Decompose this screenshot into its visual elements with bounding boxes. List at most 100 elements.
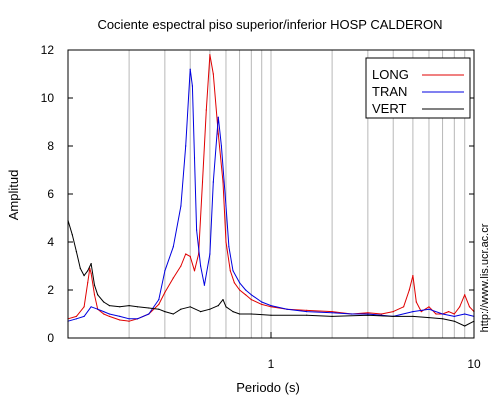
data-point-vert (119, 306, 121, 308)
data-point-tran (441, 313, 444, 315)
data-point-long (193, 270, 196, 272)
data-point-long (453, 313, 455, 315)
y-tick-label: 8 (47, 139, 54, 153)
legend-label: LONG (372, 67, 409, 82)
data-point-vert (222, 299, 224, 301)
data-point-tran (250, 294, 252, 296)
data-point-long (90, 272, 92, 274)
data-point-tran (220, 145, 223, 147)
data-point-long (250, 299, 252, 301)
data-point-vert (79, 267, 81, 269)
data-point-vert (83, 275, 85, 277)
data-point-long (222, 181, 224, 183)
data-point-tran (164, 270, 166, 272)
data-point-long (205, 109, 207, 111)
data-point-tran (331, 312, 333, 314)
data-point-long (158, 303, 160, 305)
data-point-tran (225, 205, 227, 207)
data-point-tran (148, 313, 150, 315)
data-point-vert (232, 311, 234, 313)
data-point-long (189, 255, 191, 257)
data-point-long (103, 313, 105, 315)
data-point-vert (250, 313, 252, 315)
data-point-vert (97, 294, 99, 296)
y-tick-label: 10 (41, 91, 55, 105)
data-point-vert (367, 314, 369, 316)
data-point-tran (180, 205, 182, 207)
data-point-tran (136, 318, 139, 320)
data-point-tran (203, 284, 206, 286)
data-point-long (270, 306, 272, 308)
data-point-long (468, 306, 471, 308)
y-axis-ticks: 0 2 4 6 8 10 12 (41, 43, 474, 345)
x-tick-label: 1 (268, 357, 275, 371)
data-point-long (180, 265, 182, 267)
data-series (67, 54, 475, 327)
data-point-vert (87, 270, 89, 272)
data-point-vert (136, 306, 139, 308)
data-point-tran (351, 313, 353, 315)
data-point-long (83, 306, 85, 308)
data-point-long (261, 303, 263, 305)
data-point-vert (441, 318, 444, 320)
legend-box (365, 57, 471, 119)
data-point-tran (103, 311, 105, 313)
data-point-long (392, 311, 394, 313)
data-point-vert (225, 306, 227, 308)
data-point-vert (200, 311, 202, 313)
data-point-long (448, 311, 450, 313)
data-point-vert (172, 313, 174, 315)
data-point-tran (119, 315, 121, 317)
data-point-tran (75, 318, 78, 320)
data-point-vert (148, 307, 150, 309)
y-axis-label: Amplitud (6, 170, 21, 221)
data-point-long (238, 289, 241, 291)
data-point-long (403, 306, 405, 308)
data-point-vert (71, 234, 73, 236)
legend-label: VERT (372, 101, 406, 116)
data-point-long (212, 73, 214, 75)
data-point-long (306, 309, 308, 311)
data-point-tran (108, 313, 111, 315)
data-point-long (128, 320, 130, 322)
data-point-long (380, 313, 383, 315)
data-point-long (172, 277, 174, 279)
data-point-tran (245, 289, 247, 291)
data-point-long (428, 306, 430, 308)
data-point-long (233, 282, 235, 284)
data-point-tran (189, 68, 191, 70)
data-point-tran (185, 145, 187, 147)
y-tick-label: 12 (41, 43, 55, 57)
data-point-long (119, 319, 121, 321)
data-point-vert (453, 320, 455, 322)
data-point-long (201, 181, 204, 183)
data-point-tran (217, 116, 219, 118)
data-point-tran (193, 157, 196, 159)
data-point-tran (270, 305, 272, 307)
data-point-tran (97, 308, 99, 310)
data-point-long (408, 289, 410, 291)
data-point-long (87, 282, 89, 284)
data-point-vert (108, 305, 111, 307)
data-point-vert (217, 305, 219, 307)
data-point-vert (464, 325, 466, 327)
data-point-vert (412, 315, 414, 317)
data-point-long (108, 315, 111, 317)
data-point-vert (103, 301, 105, 303)
data-point-vert (392, 315, 394, 317)
y-tick-label: 0 (47, 331, 54, 345)
source-watermark: http://www.lis.ucr.ac.cr (479, 223, 491, 332)
data-point-vert (306, 314, 308, 316)
data-point-vert (158, 308, 160, 310)
data-point-long (331, 311, 333, 313)
data-point-tran (286, 308, 288, 310)
data-point-tran (464, 313, 466, 315)
data-point-vert (128, 305, 130, 307)
data-point-tran (261, 301, 263, 303)
data-point-vert (270, 314, 272, 316)
data-point-long (415, 301, 417, 303)
data-point-long (367, 312, 369, 314)
data-point-long (185, 253, 187, 255)
data-point-tran (453, 315, 455, 317)
legend-label: TRAN (372, 84, 407, 99)
